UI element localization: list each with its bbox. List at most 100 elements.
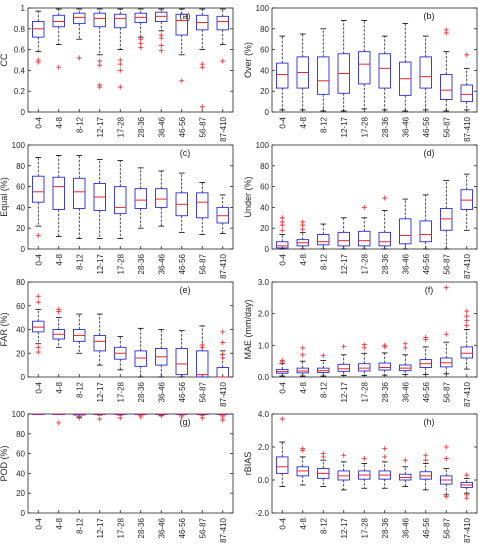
box-87-410 <box>460 308 473 370</box>
iqr-box <box>114 186 127 215</box>
y-tick-label: 20 <box>260 87 269 96</box>
panel-label: (f) <box>425 285 434 295</box>
outlier-marker <box>300 345 306 351</box>
iqr-box <box>73 177 86 209</box>
box-8-12 <box>73 413 86 421</box>
x-tick-label: 0-4 <box>278 381 287 393</box>
x-tick-label: 36-46 <box>157 253 166 274</box>
box-28-36 <box>134 327 147 378</box>
iqr-box <box>317 56 330 95</box>
outlier-marker <box>464 472 470 478</box>
x-tick-label: 17-28 <box>116 517 125 538</box>
box-4-8 <box>52 306 65 348</box>
outlier-marker <box>158 42 164 48</box>
box-87-410 <box>460 472 473 501</box>
box-0-4 <box>276 215 289 250</box>
box-12-17 <box>93 159 106 240</box>
outlier-marker <box>300 446 306 452</box>
outlier-marker <box>464 308 470 314</box>
box-36-46 <box>155 329 168 378</box>
x-tick-label: 8-12 <box>319 517 328 534</box>
box-28-36 <box>378 446 391 489</box>
outlier-marker <box>464 318 470 324</box>
box-56-87 <box>440 179 453 250</box>
x-tick-label: 12-17 <box>96 381 105 402</box>
x-tick-label: 17-28 <box>360 381 369 402</box>
box-12-17 <box>337 20 350 112</box>
iqr-box <box>32 320 45 333</box>
x-tick-label: 17-28 <box>116 116 125 137</box>
box-8-12 <box>317 28 330 112</box>
y-tick-label: 80 <box>260 25 269 34</box>
iqr-box <box>419 56 432 89</box>
x-tick-label: 8-12 <box>75 116 84 133</box>
x-tick-label: 56-87 <box>442 381 451 402</box>
box-8-12 <box>317 223 330 250</box>
y-tick-label: 40 <box>16 203 25 212</box>
outlier-marker <box>199 415 205 421</box>
plot-frame <box>271 7 478 113</box>
outlier-marker <box>199 64 205 70</box>
iqr-box <box>419 220 432 243</box>
y-axis-label: CC <box>0 53 9 66</box>
y-tick-label: 100 <box>256 4 270 13</box>
outlier-marker <box>300 352 306 358</box>
iqr-box <box>175 13 188 36</box>
box-36-46 <box>155 8 168 54</box>
outlier-marker <box>464 323 470 329</box>
x-tick-label: 87-410 <box>219 381 228 406</box>
box-87-410 <box>216 413 229 423</box>
x-tick-label: 36-46 <box>401 253 410 274</box>
outlier-marker <box>443 331 449 337</box>
outlier-marker <box>35 299 41 305</box>
x-tick-label: 56-87 <box>442 517 451 538</box>
y-tick-label: 0 <box>21 509 26 518</box>
y-tick-label: 40 <box>260 66 269 75</box>
box-17-28 <box>114 413 127 421</box>
outlier-marker <box>220 329 226 335</box>
y-axis-label: Equal (%) <box>0 177 9 217</box>
outlier-marker <box>179 78 185 84</box>
outlier-marker <box>361 456 367 462</box>
outlier-marker <box>220 340 226 346</box>
x-tick-label: 87-410 <box>219 517 228 542</box>
x-tick-label: 4-8 <box>299 517 308 529</box>
y-tick-label: 1.0 <box>258 341 270 350</box>
x-tick-label: 12-17 <box>340 517 349 538</box>
x-tick-label: 0-4 <box>34 253 43 265</box>
x-tick-label: 87-410 <box>219 253 228 278</box>
plot-frame <box>271 413 478 514</box>
iqr-box <box>440 207 453 231</box>
y-axis-label: POD (%) <box>0 445 9 481</box>
box-28-36 <box>134 413 147 420</box>
box-17-28 <box>114 8 127 90</box>
box-46-56 <box>175 8 188 84</box>
x-tick-label: 36-46 <box>157 381 166 402</box>
box-4-8 <box>296 446 309 486</box>
chart-panel: 0.0 1.0 2.0 3.0 MAE (mm/day) (f) 0-4 4-8 8-12 12-… <box>243 278 478 407</box>
x-tick-label: 12-17 <box>340 381 349 402</box>
box-4-8 <box>296 219 309 250</box>
x-tick-label: 17-28 <box>360 116 369 137</box>
x-tick-label: 46-56 <box>178 116 187 137</box>
box-8-12 <box>73 313 86 354</box>
y-tick-label: 0.0 <box>258 476 270 485</box>
outlier-marker <box>117 415 123 421</box>
iqr-box <box>276 241 289 249</box>
y-tick-label: 100 <box>256 141 270 150</box>
chart-panel: 0 20 40 60 80 100 Over (%) (b) 0-4 4-8 8-12 12-17 17… <box>243 4 478 142</box>
y-tick-label: 0 <box>265 245 270 254</box>
iqr-box <box>52 176 65 210</box>
y-axis-label: Under (%) <box>243 176 253 217</box>
x-tick-label: 0-4 <box>278 253 287 265</box>
iqr-box <box>32 21 45 38</box>
y-tick-label: 80 <box>260 162 269 171</box>
iqr-box <box>460 189 473 210</box>
x-tick-label: 36-46 <box>157 116 166 137</box>
outlier-marker <box>35 349 41 355</box>
x-tick-label: 12-17 <box>96 253 105 274</box>
outlier-marker <box>402 341 408 347</box>
x-tick-label: 4-8 <box>299 116 308 128</box>
outlier-marker <box>117 61 123 67</box>
box-8-12 <box>317 352 330 377</box>
